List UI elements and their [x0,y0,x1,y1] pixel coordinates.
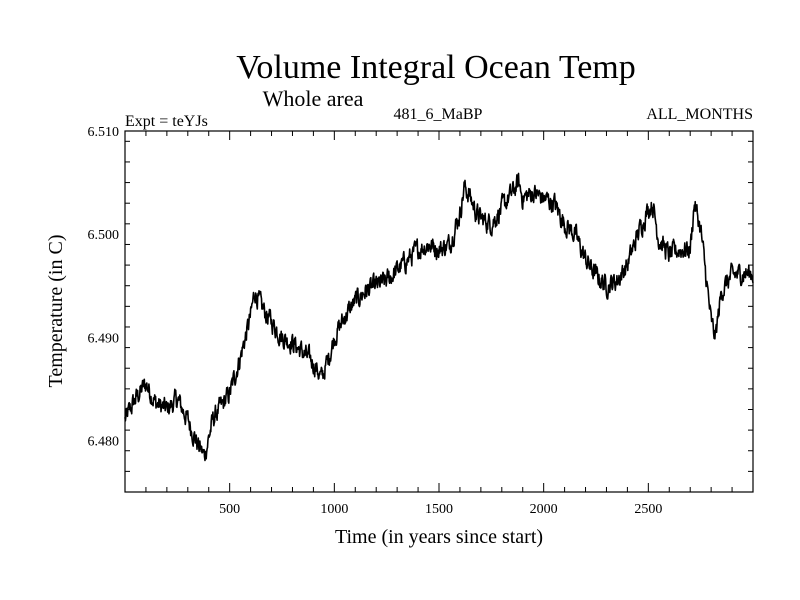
chart-title: Volume Integral Ocean Temp [236,49,636,86]
series-line [124,172,754,462]
series-layer [124,172,754,462]
x-axis-ticks: 500 1000 1500 2000 2500 [145,131,733,517]
y-axis-label: Temperature (in C) [45,235,67,388]
x-tick-label: 2500 [634,502,662,517]
y-tick-label: 6.480 [88,434,120,449]
header-center-label: 481_6_MaBP [394,106,483,123]
header-left-label: Expt = teYJs [125,113,208,130]
x-axis-label: Time (in years since start) [335,526,543,548]
x-tick-label: 2000 [530,502,558,517]
y-tick-label: 6.500 [88,228,120,243]
y-tick-label: 6.510 [88,125,120,140]
chart-subtitle: Whole area [263,86,364,111]
header-right-label: ALL_MONTHS [646,106,753,123]
x-tick-label: 1000 [320,502,348,517]
x-tick-label: 500 [219,502,240,517]
plot-frame [124,130,754,493]
y-tick-label: 6.490 [88,331,120,346]
y-axis-ticks: 6.480 6.490 6.500 6.510 [88,125,753,472]
x-tick-label: 1500 [425,502,453,517]
